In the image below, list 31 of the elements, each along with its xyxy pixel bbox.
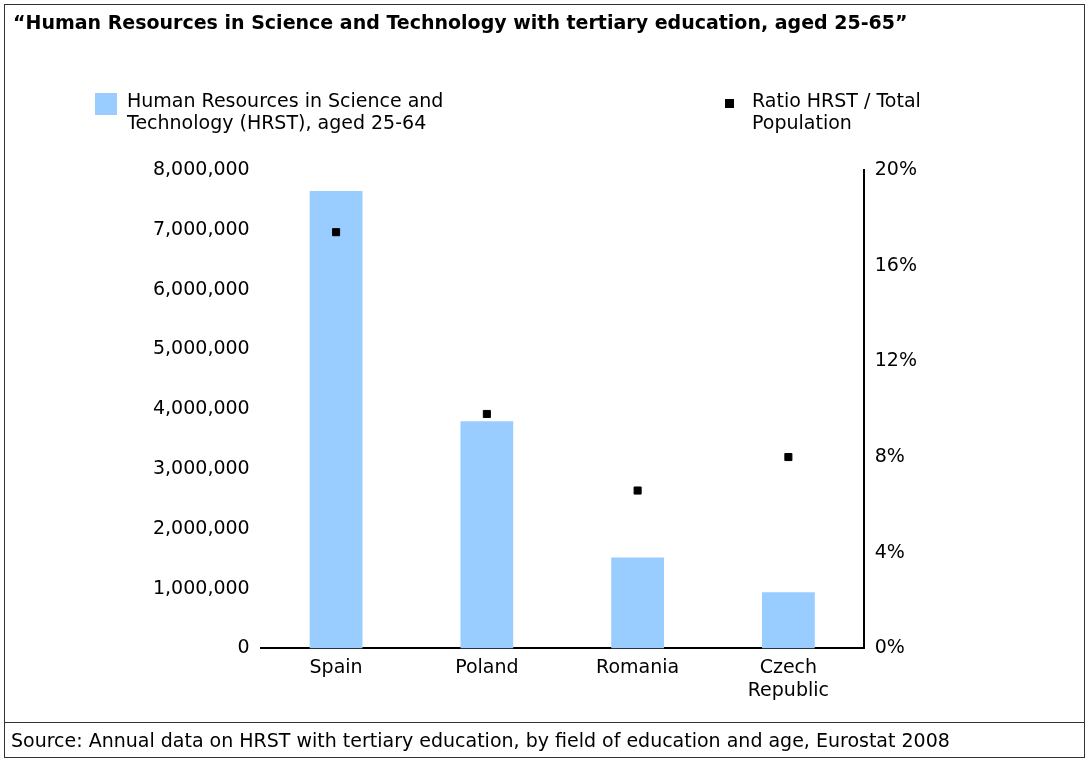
y-tick-label: 5,000,000 [152, 336, 250, 359]
point [784, 453, 793, 462]
bar [611, 557, 664, 649]
point [633, 486, 642, 495]
source-note: Source: Annual data on HRST with tertiary education, by field of education and age, Eurostat 2008 [5, 722, 1084, 757]
bar [460, 421, 514, 649]
point [332, 228, 341, 237]
y-tick-label: 8,000,000 [152, 156, 250, 179]
y-tick-label: 1,000,000 [152, 575, 250, 598]
x-tick-label: Romania [596, 654, 680, 677]
y-tick-label: 3,000,000 [152, 455, 250, 478]
y-tick-label: 7,000,000 [152, 216, 250, 239]
y-tick-label: 4,000,000 [152, 396, 250, 419]
y-tick-label: 0 [237, 635, 250, 658]
y2-tick-label: 8% [874, 443, 905, 466]
x-tick-label: Czech Republic [747, 654, 829, 700]
bar [309, 190, 363, 649]
y2-tick-label: 20% [874, 156, 917, 179]
y-tick-label: 6,000,000 [152, 276, 250, 299]
x-tick-label: Spain [309, 654, 363, 677]
y2-tick-label: 16% [874, 252, 917, 275]
y-tick-label: 2,000,000 [152, 515, 250, 538]
y2-tick-label: 0% [874, 635, 905, 658]
x-tick-label: Poland [455, 654, 519, 677]
point [482, 409, 491, 419]
chart-title: “Human Resources in Science and Technology with tertiary education, aged 25-65” [12, 10, 909, 35]
y2-tick-label: 12% [874, 348, 917, 371]
legend-label: Human Resources in Science and Technology (HRST), aged 25-64 [127, 89, 445, 133]
legend-label: Ratio HRST / Total Population [752, 89, 922, 133]
bar [762, 592, 815, 649]
y2-tick-label: 4% [874, 539, 905, 562]
